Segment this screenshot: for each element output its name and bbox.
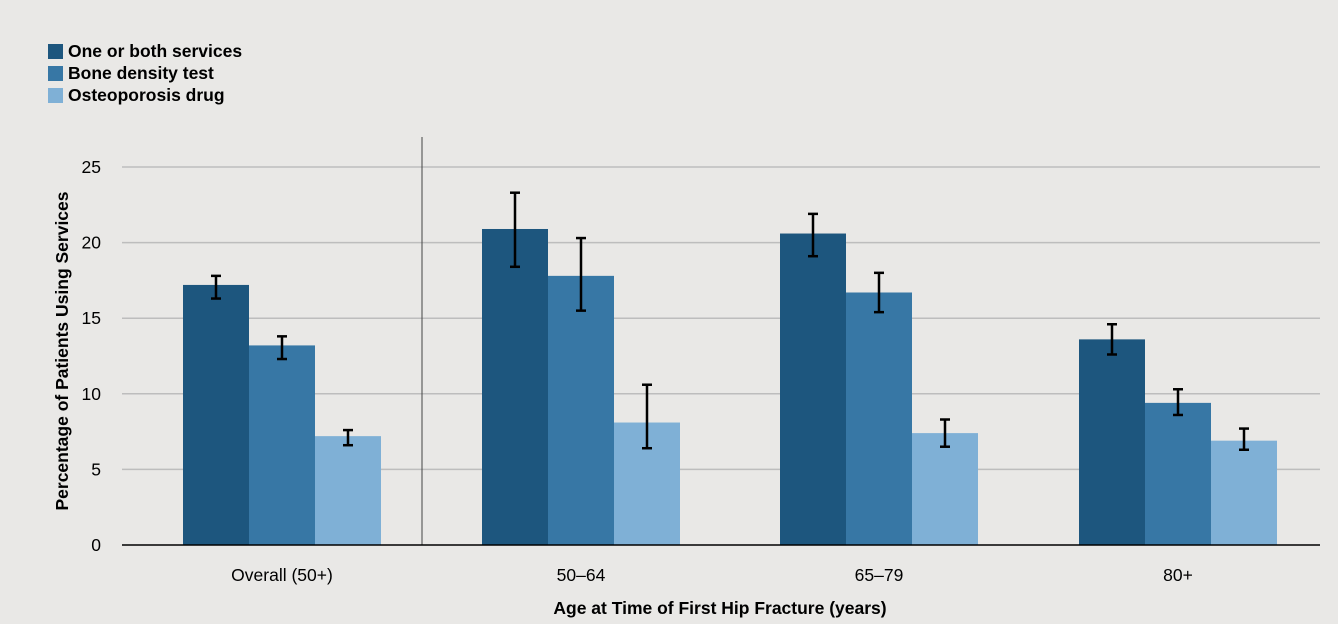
y-tick-label: 0: [91, 535, 101, 555]
bar: [183, 285, 249, 545]
bar: [482, 229, 548, 545]
x-tick-label: Overall (50+): [231, 565, 333, 585]
bar: [249, 345, 315, 545]
y-tick-label: 20: [82, 233, 102, 253]
y-tick-label: 5: [91, 459, 101, 479]
y-tick-label: 25: [82, 157, 101, 177]
bar: [1145, 403, 1211, 545]
bar: [1211, 441, 1277, 545]
x-tick-label: 50–64: [557, 565, 606, 585]
bar: [780, 234, 846, 545]
bar: [1079, 339, 1145, 545]
bar: [548, 276, 614, 545]
bar: [912, 433, 978, 545]
bars: [183, 229, 1277, 545]
y-axis-label: Percentage of Patients Using Services: [52, 191, 72, 510]
bar: [315, 436, 381, 545]
y-tick-labels: 0 5 10 15 20 25: [82, 157, 102, 555]
x-tick-labels: Overall (50+) 50–64 65–79 80+: [231, 565, 1193, 585]
x-tick-label: 80+: [1163, 565, 1193, 585]
x-axis-label: Age at Time of First Hip Fracture (years…: [553, 598, 886, 618]
y-tick-label: 15: [82, 308, 101, 328]
x-tick-label: 65–79: [855, 565, 904, 585]
y-tick-label: 10: [82, 384, 102, 404]
bar: [846, 292, 912, 545]
